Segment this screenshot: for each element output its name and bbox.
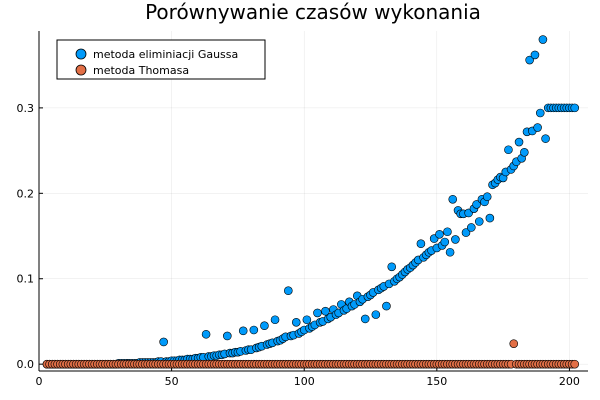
data-point-gauss: [448, 194, 458, 204]
data-point-gauss: [440, 237, 450, 247]
data-point-gauss: [541, 134, 550, 143]
y-tick-label: 0.2: [17, 187, 35, 200]
tick-labels: 0 50 100 150 200 0.0 0.1 0.2 0.3: [17, 102, 580, 388]
data-point-gauss: [291, 318, 301, 327]
data-point-gauss: [249, 325, 259, 335]
data-point-gauss: [159, 337, 168, 347]
legend-marker-gauss: [75, 48, 87, 60]
data-point-gauss: [461, 228, 471, 237]
x-tick-label: 0: [36, 375, 43, 388]
x-tick-label: 150: [426, 375, 447, 388]
data-point-thomas: [509, 339, 519, 348]
x-tick-label: 100: [294, 375, 315, 388]
data-point-gauss: [321, 306, 330, 316]
chart-title: Porównywanie czasów wykonania: [145, 0, 481, 24]
data-point-gauss: [260, 321, 269, 331]
y-tick-label: 0.1: [17, 273, 35, 286]
axes: [38, 31, 588, 372]
data-point-gauss: [270, 315, 280, 325]
grid: [38, 31, 588, 371]
x-tick-label: 50: [165, 375, 179, 388]
data-point-gauss: [520, 148, 529, 157]
legend-label-gauss: metoda eliminiacji Gaussa: [93, 48, 238, 61]
data-point-gauss: [482, 192, 492, 202]
data-point-gauss: [416, 239, 426, 249]
data-point-gauss: [302, 315, 312, 325]
data-point-gauss: [371, 310, 381, 319]
legend: metoda eliminiacji Gaussa metoda Thomasa: [56, 39, 266, 80]
data-point-gauss: [525, 55, 534, 65]
data-point-gauss: [313, 308, 322, 318]
data-point-gauss: [435, 230, 444, 239]
data-point-gauss: [514, 137, 524, 147]
data-point-gauss: [504, 145, 513, 155]
y-tick-label: 0.0: [17, 358, 35, 371]
data-point-gauss: [472, 200, 481, 209]
data-point-gauss: [445, 247, 455, 257]
legend-marker-thomas: [75, 64, 87, 76]
data-point-gauss: [387, 262, 397, 272]
series-gauss: [42, 35, 580, 369]
data-point-thomas: [570, 359, 580, 369]
series-thomas: [42, 339, 580, 369]
data-point-gauss: [201, 329, 211, 339]
data-point-gauss: [284, 286, 293, 295]
legend-label-thomas: metoda Thomasa: [93, 64, 189, 77]
data-point-gauss: [538, 35, 548, 44]
data-point-gauss: [223, 331, 232, 341]
data-point-gauss: [474, 217, 484, 226]
y-tick-label: 0.3: [17, 102, 35, 115]
data-point-gauss: [451, 235, 460, 244]
data-point-gauss: [382, 301, 391, 311]
data-point-gauss: [238, 326, 248, 336]
data-point-gauss: [467, 223, 476, 232]
x-tick-label: 200: [559, 375, 580, 388]
data-point-gauss: [443, 227, 452, 237]
data-point-gauss: [530, 50, 540, 60]
data-point-gauss: [485, 213, 495, 223]
data-point-gauss: [570, 103, 580, 113]
legend-box: [56, 39, 266, 80]
data-point-gauss: [535, 108, 545, 118]
data-point-gauss: [533, 123, 542, 132]
data-point-gauss: [360, 314, 370, 324]
